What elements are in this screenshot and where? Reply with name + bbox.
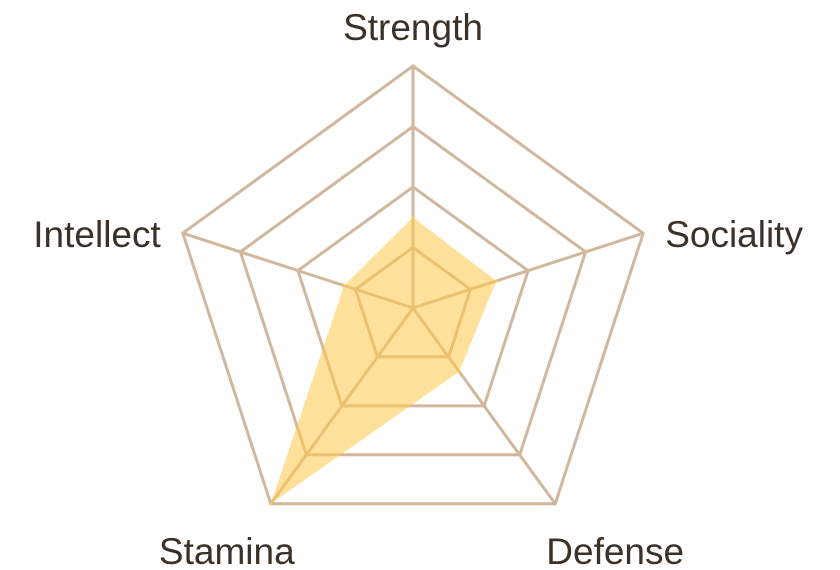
axis-label-sociality: Sociality (665, 214, 803, 255)
axis-label-stamina: Stamina (159, 531, 295, 570)
grid-ring-2 (296, 185, 530, 408)
axis-label-defense: Defense (546, 531, 684, 570)
axis-label-intellect: Intellect (33, 214, 161, 255)
data-point-defense (457, 370, 461, 374)
data-point-sociality (494, 279, 498, 283)
data-point-strength (411, 215, 415, 219)
axis-label-strength: Strength (343, 7, 483, 48)
series-area-1 (270, 217, 497, 504)
radar-series (269, 215, 498, 506)
grid-ring-3 (238, 125, 588, 457)
axis-labels: Strength Sociality Defense Stamina Intellect (33, 7, 803, 570)
data-point-intellect (342, 284, 346, 288)
data-point-stamina (269, 502, 273, 506)
grid-ring-4 (181, 64, 645, 506)
